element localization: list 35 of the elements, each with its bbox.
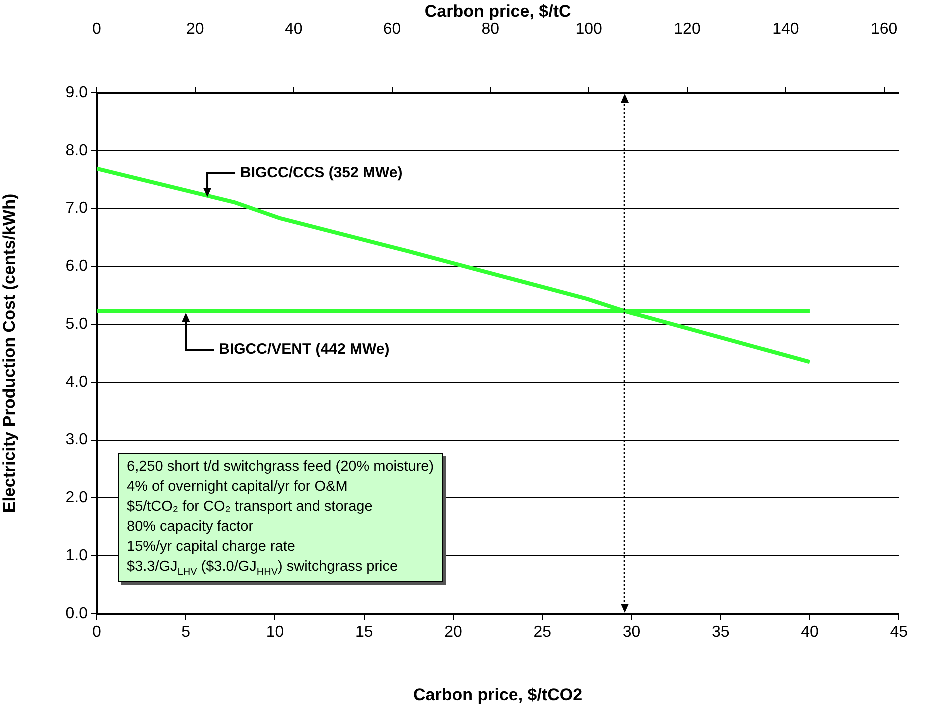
y-tick-label: 4.0 [66,374,88,391]
x2-axis-title: Carbon price, $/tC [424,2,572,21]
x-tick-label: 15 [355,624,374,642]
y-tick-label: 8.0 [66,142,88,160]
y-axis-title: Electricity Production Cost (cents/kWh) [0,194,19,514]
y-tick-label: 2.0 [66,490,88,507]
y-tick-label: 5.0 [66,316,88,333]
x-tick-label: 40 [801,624,819,642]
x2-tick-label: 80 [482,20,500,38]
x2-tick-label: 20 [186,20,204,38]
annotation: BIGCC/CCS (352 MWe) [240,164,403,182]
text: 6,250 short t/d switchgrass feed (20% moisture) 4% of overnight capital/yr for O&M $5/tCO₂ for CO₂ transport and storage 80% capacity factor 15%/yr capital charge rate $3.3/GJ$_{LHV}$ ($3.0/GJ$_{HHV}$) switchgrass price [127,459,434,578]
x-axis-title: Carbon price, $/tCO2 [413,685,583,704]
x2-tick-label: 120 [674,20,701,38]
x2-tick-label: 0 [92,20,102,38]
y-tick-label: 6.0 [66,258,88,276]
y-tick-label: 0.0 [66,605,88,622]
y-tick-label: 7.0 [66,200,88,218]
x2-tick-label: 100 [576,20,603,38]
x-tick-label: 35 [712,624,730,642]
x-tick-label: 0 [92,624,102,642]
x2-tick-label: 140 [772,20,800,38]
x-tick-label: 45 [890,624,908,642]
x-tick-label: 10 [266,624,284,642]
x2-tick-label: 160 [870,20,898,38]
annotation: BIGCC/VENT (442 MWe) [219,341,390,358]
x2-tick-label: 40 [284,20,303,38]
y-tick-label: 9.0 [66,84,88,102]
x-tick-label: 25 [534,624,552,642]
y-tick-label: 3.0 [66,432,88,449]
x-tick-label: 30 [622,624,641,642]
y-tick-label: 1.0 [66,548,88,565]
x2-tick-label: 60 [383,20,402,38]
x-tick-label: 20 [444,624,462,642]
x-tick-label: 5 [182,624,191,642]
